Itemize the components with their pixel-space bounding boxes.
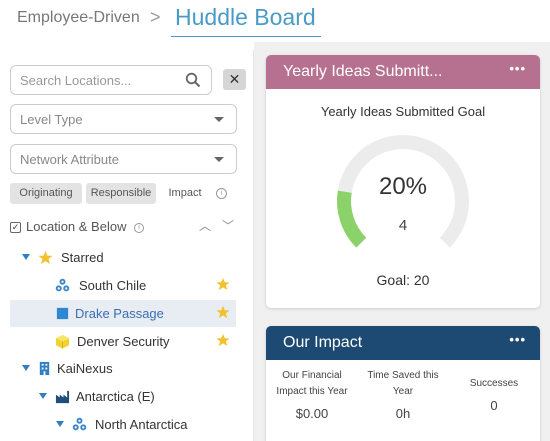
page-title[interactable]: Huddle Board: [175, 4, 316, 30]
metric-financial-impact: Our Financial Impact this Year $0.00: [270, 368, 354, 421]
star-icon: [38, 250, 53, 265]
level-type-select[interactable]: Level Type: [10, 104, 237, 134]
impact-card: Our Impact ••• Our Financial Impact this…: [266, 326, 540, 441]
star-icon[interactable]: [216, 277, 230, 291]
metric-value: 0h: [395, 406, 411, 421]
metric-time-saved: Time Saved this Year 0h: [361, 368, 445, 421]
metric-successes: Successes 0: [452, 376, 536, 413]
location-panel: Search Locations... ✕ Level Type Network…: [0, 50, 250, 441]
card-header: Yearly Ideas Submitt... •••: [266, 55, 540, 89]
card-title: Our Impact: [283, 334, 363, 351]
panel-divider: [253, 50, 254, 441]
gauge-fill: [337, 190, 367, 248]
location-below-label: Location & Below: [26, 219, 127, 234]
metric-label: Our Financial Impact this Year: [276, 370, 348, 397]
tab-impact[interactable]: Impact: [168, 187, 202, 199]
search-input[interactable]: Search Locations...: [10, 65, 212, 95]
star-icon[interactable]: [216, 333, 230, 347]
tab-responsible[interactable]: Responsible: [86, 183, 156, 204]
tab-originating[interactable]: Originating: [10, 183, 82, 204]
goal-gauge: [337, 135, 469, 248]
network-icon: [72, 417, 87, 431]
info-icon[interactable]: i: [216, 188, 227, 199]
ideas-goal-card: Yearly Ideas Submitt... ••• Yearly Ideas…: [266, 55, 540, 308]
clear-search-button[interactable]: ✕: [223, 69, 246, 90]
goal-target: Goal: 20: [376, 272, 430, 288]
goal-percent: 20%: [378, 173, 428, 200]
metric-value: 0: [490, 398, 498, 413]
card-header: Our Impact •••: [266, 326, 540, 360]
expand-icon[interactable]: [56, 421, 64, 427]
card-title: Yearly Ideas Submitt...: [283, 63, 443, 80]
tree-item-label: KaiNexus: [57, 361, 113, 376]
location-below-checkbox[interactable]: ✓: [10, 222, 21, 233]
network-icon: [55, 278, 70, 292]
tree-item-antarctica-e[interactable]: Antarctica (E): [10, 383, 236, 410]
metric-value: $0.00: [295, 406, 329, 421]
chevron-down-icon[interactable]: ﹀: [222, 219, 235, 233]
tree-item-denver-security[interactable]: Denver Security: [10, 328, 236, 355]
expand-icon[interactable]: [22, 254, 30, 260]
level-type-label: Level Type: [20, 112, 83, 127]
tree-item-label: Denver Security: [77, 334, 170, 349]
tree-item-label: North Antarctica: [95, 417, 188, 432]
search-placeholder: Search Locations...: [20, 73, 132, 88]
tree-item-label: Starred: [61, 250, 104, 265]
tree-item-label: Drake Passage: [75, 306, 164, 321]
info-icon[interactable]: i: [134, 223, 144, 233]
network-attribute-label: Network Attribute: [20, 152, 119, 167]
dashboard-area: Yearly Ideas Submitt... ••• Yearly Ideas…: [254, 42, 550, 441]
goal-label: Yearly Ideas Submitted Goal: [320, 104, 486, 119]
tree-item-north-antarctica[interactable]: North Antarctica: [10, 411, 236, 438]
tree-item-south-chile[interactable]: South Chile: [10, 272, 236, 299]
close-icon: ✕: [228, 71, 241, 87]
metric-label: Time Saved this Year: [367, 370, 439, 397]
tree-item-starred[interactable]: Starred: [10, 244, 236, 271]
breadcrumb-link[interactable]: Employee-Driven: [17, 9, 140, 26]
network-attribute-select[interactable]: Network Attribute: [10, 144, 237, 174]
chevron-up-icon[interactable]: ︿: [199, 219, 212, 233]
page-header: Employee-Driven > Huddle Board: [0, 0, 550, 42]
tree-item-drake-passage[interactable]: Drake Passage: [10, 300, 236, 327]
square-icon: [56, 307, 69, 320]
breadcrumb-separator: >: [150, 7, 161, 27]
ideas-count: 4: [398, 217, 408, 234]
star-icon[interactable]: [216, 305, 230, 319]
expand-icon[interactable]: [39, 393, 47, 399]
tree-item-label: South Chile: [79, 278, 147, 293]
factory-icon: [55, 390, 70, 404]
tree-item-kainexus[interactable]: KaiNexus: [10, 355, 236, 382]
metric-label: Successes: [469, 378, 519, 389]
chevron-down-icon: [214, 157, 224, 162]
cube-icon: [55, 334, 70, 349]
search-icon[interactable]: [185, 72, 201, 88]
chevron-down-icon: [214, 117, 224, 122]
more-icon[interactable]: •••: [509, 332, 526, 347]
title-underline: [171, 36, 321, 37]
expand-icon[interactable]: [22, 365, 30, 371]
tree-item-label: Antarctica (E): [76, 389, 155, 404]
building-icon: [39, 361, 50, 376]
more-icon[interactable]: •••: [509, 61, 526, 76]
